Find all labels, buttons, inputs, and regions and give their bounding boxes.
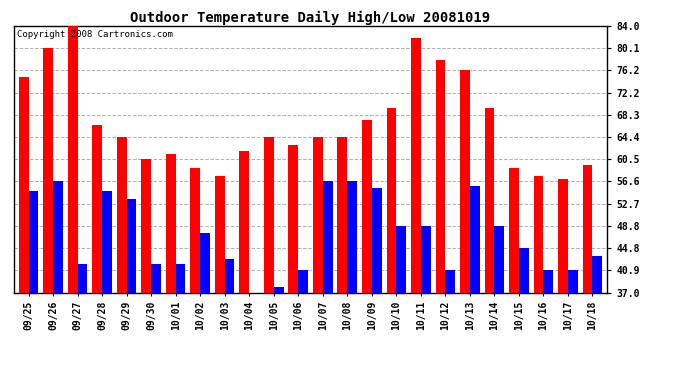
- Bar: [92, 125, 102, 292]
- Bar: [411, 38, 421, 292]
- Bar: [53, 182, 63, 292]
- Bar: [176, 264, 186, 292]
- Bar: [435, 60, 445, 292]
- Bar: [460, 70, 470, 292]
- Bar: [264, 137, 274, 292]
- Bar: [313, 137, 323, 292]
- Bar: [239, 151, 249, 292]
- Bar: [362, 120, 372, 292]
- Bar: [288, 145, 298, 292]
- Bar: [396, 226, 406, 292]
- Bar: [495, 226, 504, 292]
- Title: Outdoor Temperature Daily High/Low 20081019: Outdoor Temperature Daily High/Low 20081…: [130, 11, 491, 25]
- Bar: [445, 270, 455, 292]
- Bar: [151, 264, 161, 292]
- Bar: [225, 258, 235, 292]
- Bar: [386, 108, 396, 292]
- Bar: [509, 168, 519, 292]
- Bar: [337, 137, 347, 292]
- Bar: [558, 179, 568, 292]
- Bar: [190, 168, 200, 292]
- Bar: [28, 190, 39, 292]
- Bar: [215, 176, 225, 292]
- Bar: [582, 165, 593, 292]
- Bar: [533, 176, 544, 292]
- Bar: [77, 264, 88, 292]
- Bar: [166, 154, 176, 292]
- Bar: [126, 199, 137, 292]
- Bar: [117, 137, 126, 292]
- Bar: [372, 188, 382, 292]
- Bar: [323, 182, 333, 292]
- Bar: [200, 233, 210, 292]
- Bar: [298, 270, 308, 292]
- Bar: [470, 186, 480, 292]
- Bar: [141, 159, 151, 292]
- Bar: [68, 26, 77, 292]
- Bar: [347, 182, 357, 292]
- Bar: [102, 190, 112, 292]
- Bar: [593, 256, 602, 292]
- Text: Copyright 2008 Cartronics.com: Copyright 2008 Cartronics.com: [17, 30, 172, 39]
- Bar: [519, 248, 529, 292]
- Bar: [421, 226, 431, 292]
- Bar: [568, 270, 578, 292]
- Bar: [484, 108, 495, 292]
- Bar: [544, 270, 553, 292]
- Bar: [274, 287, 284, 292]
- Bar: [43, 48, 53, 292]
- Bar: [19, 77, 28, 292]
